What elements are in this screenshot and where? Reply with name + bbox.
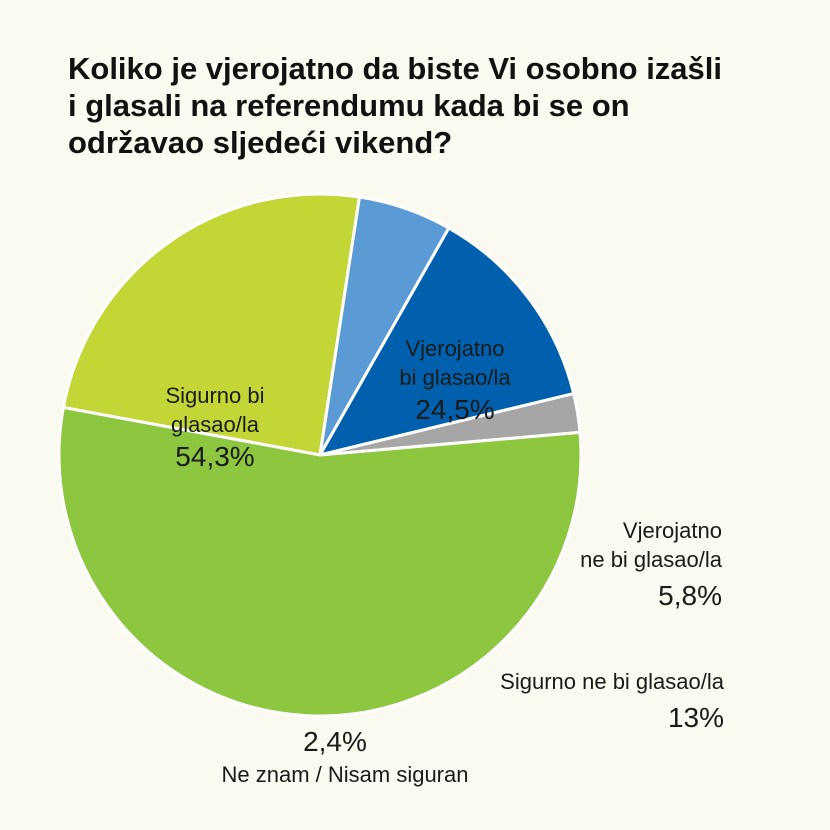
slice-label-text: Ne znam / Nisam siguran xyxy=(221,762,469,787)
slice-label-text: Vjerojatno xyxy=(622,518,722,543)
slice-label-sigurno-ne-bi: Sigurno ne bi glasao/la 13% xyxy=(430,667,724,736)
pie-slice-sigurno-ne-bi xyxy=(318,226,576,457)
slice-label-vjerojatno-ne-bi: Vjerojatno ne bi glasao/la 5,8% xyxy=(530,516,722,614)
slice-label-sigurno-bi: Sigurno bi glasao/la 54,3% xyxy=(135,381,295,475)
slice-value-label: 54,3% xyxy=(175,441,255,472)
pie-slice-vjerojatno-bi xyxy=(61,192,361,457)
title-line-2: i glasali na referendumu kada bi se on xyxy=(68,88,630,123)
slice-label-ne-znam: 2,4% Ne znam / Nisam siguran xyxy=(180,724,510,789)
title-line-3: održavao sljedeći vikend? xyxy=(68,125,453,160)
slice-value-label: 5,8% xyxy=(658,580,722,611)
slice-label-vjerojatno-bi: Vjerojatno bi glasao/la 24,5% xyxy=(375,334,535,428)
slice-value-label: 24,5% xyxy=(415,394,495,425)
slice-label-text: bi glasao/la xyxy=(399,365,511,390)
pie-slice-sigurno-bi xyxy=(57,405,583,718)
title-line-1: Koliko je vjerojatno da biste Vi osobno … xyxy=(68,51,723,86)
slice-value-label: 2,4% xyxy=(303,726,367,757)
chart-title: Koliko je vjerojatno da biste Vi osobno … xyxy=(68,50,768,161)
slice-label-text: ne bi glasao/la xyxy=(580,547,722,572)
slice-label-text: Sigurno ne bi glasao/la xyxy=(500,669,724,694)
slice-value-label: 13% xyxy=(667,702,724,733)
slice-label-text: glasao/la xyxy=(170,412,260,437)
slice-label-text: Vjerojatno xyxy=(405,336,505,361)
slice-label-text: Sigurno bi xyxy=(165,383,265,408)
